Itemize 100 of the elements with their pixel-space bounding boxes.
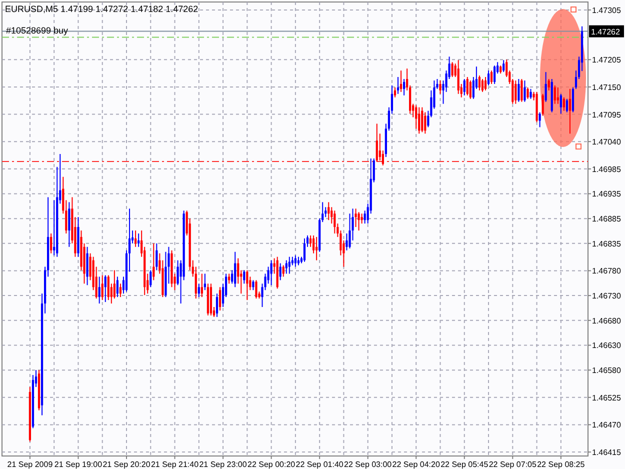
y-tick-label: 1.47205: [592, 56, 622, 65]
candlestick: [86, 246, 88, 286]
candlestick: [364, 210, 366, 224]
candlestick: [514, 80, 517, 104]
y-tick-label: 1.46985: [592, 164, 622, 174]
y-tick-label: 1.46415: [592, 448, 622, 458]
y-tick-label: 1.46780: [592, 266, 622, 276]
candlestick: [68, 202, 70, 248]
candlestick: [243, 270, 246, 284]
y-tick-label: 1.47095: [592, 110, 622, 120]
candlestick: [493, 65, 496, 84]
candlestick: [538, 112, 541, 128]
candlestick: [270, 260, 272, 286]
ref-line-label: #10528699 buy: [6, 25, 69, 36]
candlestick: [255, 280, 258, 300]
y-tick-label: 1.47150: [592, 82, 622, 92]
x-tick-label: 21 Sep 19:00: [54, 460, 103, 469]
candlestick: [234, 251, 236, 288]
candlestick: [346, 232, 348, 251]
candlestick: [50, 232, 52, 254]
candlestick: [481, 78, 484, 92]
candlestick: [548, 78, 550, 91]
candlestick: [218, 286, 222, 311]
candlestick: [424, 112, 426, 134]
candlestick: [396, 76, 400, 94]
y-tick-label: 1.46835: [592, 239, 622, 248]
candlestick: [415, 104, 418, 130]
candlestick: [156, 242, 158, 271]
chart-title: EURUSD,M5 1.47199 1.47272 1.47182 1.47262: [5, 4, 198, 14]
candlestick: [502, 60, 505, 73]
candlestick: [303, 238, 306, 262]
candlestick: [104, 274, 106, 303]
candlestick: [418, 106, 420, 134]
candlestick: [457, 60, 460, 94]
candlestick: [204, 273, 206, 291]
candlestick: [53, 200, 56, 256]
candlestick: [216, 293, 218, 318]
candlestick: [98, 276, 100, 304]
y-tick-label: 1.46680: [592, 316, 622, 326]
x-tick-label: 22 Sep 07:05: [488, 460, 537, 469]
candlestick: [150, 270, 152, 288]
candlestick: [544, 72, 547, 102]
x-tick-label: 22 Sep 00:20: [248, 460, 296, 469]
candlestick: [376, 123, 378, 162]
candlestick: [316, 236, 318, 261]
candlestick: [451, 62, 454, 78]
y-tick-label: 1.46730: [592, 292, 622, 301]
candlestick: [554, 84, 556, 104]
candlestick: [421, 106, 424, 133]
x-tick-label: 21 Sep 20:20: [102, 460, 151, 469]
candlestick: [394, 86, 396, 98]
candlestick: [400, 70, 402, 92]
y-tick-label: 1.47305: [592, 6, 622, 15]
x-tick-label: 21 Sep 2009: [7, 460, 54, 469]
candlestick: [334, 210, 336, 234]
candlestick: [294, 254, 296, 268]
candlestick: [556, 86, 559, 104]
candlestick: [530, 88, 532, 100]
x-tick-label: 22 Sep 05:45: [440, 460, 489, 469]
candlestick: [246, 270, 248, 301]
candlestick: [542, 93, 544, 116]
ref-line-label: 1.47262: [591, 27, 620, 36]
x-tick-label: 22 Sep 04:20: [392, 460, 440, 469]
candlestick: [358, 212, 360, 231]
candlestick: [568, 88, 572, 134]
candlestick: [566, 98, 568, 113]
candlestick: [101, 274, 104, 301]
candlestick: [309, 234, 312, 248]
candlestick: [138, 232, 140, 248]
x-tick-label: 21 Sep 21:40: [150, 460, 200, 469]
y-tick-label: 1.47040: [592, 138, 622, 147]
candlestick: [252, 280, 254, 291]
candlestick: [520, 78, 523, 102]
candlestick: [198, 283, 200, 298]
candlestick: [116, 276, 119, 298]
candlestick: [469, 80, 472, 100]
candlestick: [119, 283, 122, 298]
x-tick-label: 22 Sep 08:25: [537, 460, 586, 469]
candlestick: [466, 76, 468, 96]
x-tick-label: 22 Sep 03:00: [344, 460, 392, 469]
candlestick: [200, 273, 203, 298]
candlestick: [572, 86, 574, 113]
candlestick: [402, 78, 406, 96]
candlestick: [490, 70, 493, 84]
candlestick: [560, 93, 562, 114]
y-tick-label: 1.46525: [592, 393, 622, 402]
candlestick: [518, 78, 520, 102]
y-tick-label: 1.46885: [592, 214, 622, 224]
candlestick: [526, 86, 529, 100]
candlestick: [463, 78, 466, 96]
candlestick: [484, 76, 487, 91]
candlestick: [107, 274, 110, 301]
candlestick: [279, 262, 282, 281]
candlestick: [328, 202, 330, 221]
candlestick: [439, 80, 442, 94]
candlestick: [487, 70, 490, 86]
y-tick-label: 1.46630: [592, 341, 622, 350]
candlestick: [524, 80, 526, 102]
x-tick-label: 22 Sep 01:40: [296, 460, 344, 469]
candlestick: [562, 96, 565, 112]
